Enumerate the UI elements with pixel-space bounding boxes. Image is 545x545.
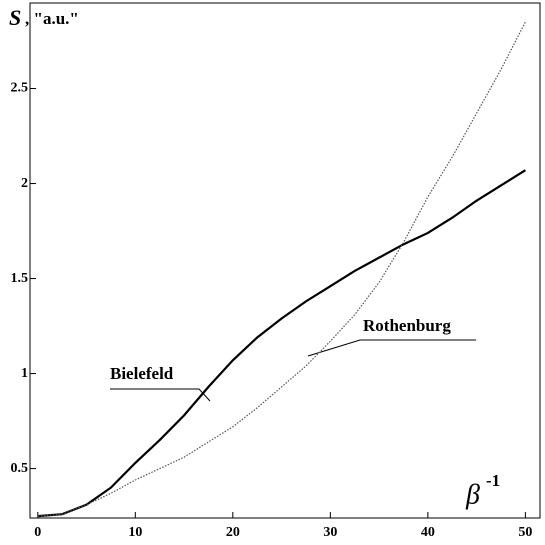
y-tick-label: 0.5: [11, 461, 29, 476]
y-tick-label: 2.5: [11, 81, 29, 96]
x-tick-label: 0: [34, 525, 41, 540]
x-axis-label: β: [465, 479, 480, 510]
x-tick-label: 10: [128, 525, 142, 540]
x-tick-label: 30: [323, 525, 337, 540]
x-tick-label: 50: [518, 525, 532, 540]
x-axis-label-exponent: -1: [486, 471, 500, 490]
annotation-leader: [307, 339, 476, 357]
series-line: [37, 21, 526, 517]
series-line: [37, 169, 526, 518]
y-tick-label: 2: [21, 176, 28, 191]
y-tick-label: 1: [21, 366, 28, 381]
y-axis-unit: , "a.u.": [25, 9, 79, 28]
series-annotation: Bielefeld: [110, 364, 174, 383]
y-axis-label: S: [9, 5, 21, 30]
plot-frame: [29, 2, 541, 519]
y-tick-label: 1.5: [11, 271, 29, 286]
series-annotation: Rothenburg: [363, 316, 451, 335]
annotation-leader: [110, 388, 211, 402]
x-tick-label: 20: [226, 525, 240, 540]
x-tick-label: 40: [421, 525, 435, 540]
